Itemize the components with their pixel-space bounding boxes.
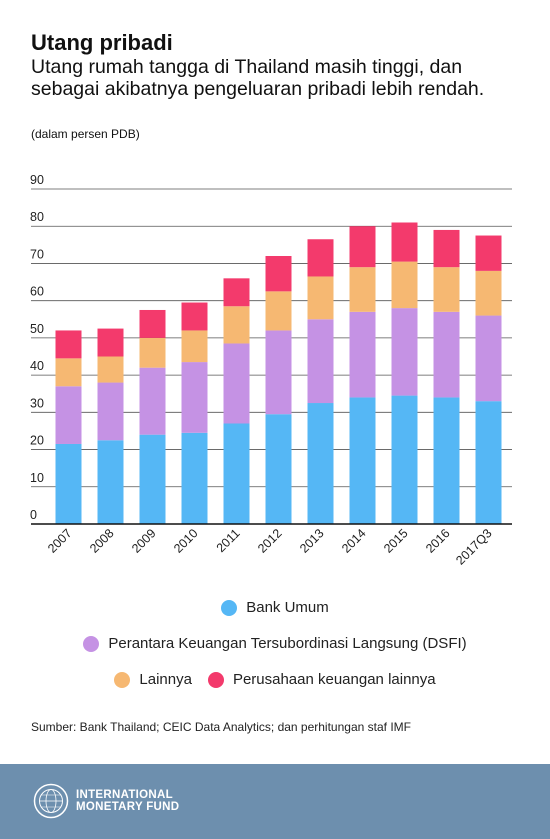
bar-segment-1 [55, 443, 82, 524]
x-tick-label: 2007 [45, 526, 75, 556]
bar-segment-2 [97, 382, 124, 441]
bar-segment-1 [265, 414, 292, 524]
legend-swatch-fin [207, 671, 224, 688]
x-tick-label: 2008 [87, 526, 117, 556]
bar-segment-2 [265, 330, 292, 415]
bar-segment-3 [139, 337, 166, 368]
legend-swatch-other [114, 671, 131, 688]
bar-segment-3 [265, 291, 292, 331]
stacked-bar-chart: 0 10 20 30 40 50 60 70 80 90 2007 2008 2009 2010 2011 2… [30, 173, 512, 568]
x-tick-label: 2014 [339, 526, 369, 556]
bar-segment-4 [97, 328, 124, 357]
bar-segment-4 [475, 235, 502, 271]
legend-item-bank: Bank Umum [221, 599, 329, 616]
chart-subtitle: Utang rumah tangga di Thailand masih tin… [31, 56, 485, 100]
y-tick-label: 50 [30, 322, 44, 336]
bar-segment-1 [391, 395, 418, 524]
bar-segment-4 [139, 309, 166, 338]
legend-row-2: Perantara Keuangan Tersubordinasi Langsu… [0, 635, 550, 652]
x-tick-label: 2015 [381, 526, 411, 556]
bar-segment-4 [433, 229, 460, 268]
imf-wordmark-line1: INTERNATIONAL [76, 789, 173, 801]
legend-row-1: Bank Umum [0, 599, 550, 616]
bar-segment-3 [223, 306, 250, 344]
bar-segment-1 [433, 397, 460, 524]
x-tick-label: 2010 [171, 526, 201, 556]
bar-segment-4 [391, 222, 418, 262]
x-tick-label: 2016 [423, 526, 453, 556]
bar-segment-2 [433, 311, 460, 398]
y-tick-label: 30 [30, 396, 44, 410]
bar-segment-2 [55, 386, 82, 444]
legend-swatch-dsfi [83, 635, 100, 652]
bar-segment-2 [349, 311, 376, 398]
bar-segment-3 [181, 330, 208, 363]
bar-segment-3 [97, 356, 124, 383]
bar-segment-2 [181, 362, 208, 433]
bar-segment-2 [475, 315, 502, 402]
legend-label-fin: Perusahaan keuangan lainnya [232, 671, 436, 688]
legend-swatch-bank [221, 599, 238, 616]
bar-segment-1 [349, 397, 376, 524]
imf-seal-icon [33, 783, 69, 819]
bar-segment-3 [475, 270, 502, 316]
bar-segment-1 [139, 434, 166, 524]
x-tick-label: 2013 [297, 526, 327, 556]
y-tick-label: 10 [30, 471, 44, 485]
chart-title: Utang pribadi [31, 30, 173, 55]
bar-segment-2 [307, 319, 334, 404]
bar-segment-1 [475, 401, 502, 524]
unit-label: (dalam persen PDB) [31, 127, 140, 141]
y-tick-label: 40 [30, 359, 44, 373]
bar-segment-3 [433, 267, 460, 312]
bar-segment-1 [97, 440, 124, 524]
x-tick-label: 2012 [255, 526, 285, 556]
imf-wordmark: INTERNATIONAL MONETARY FUND [76, 789, 179, 813]
y-tick-label: 90 [30, 173, 44, 187]
x-tick-label: 2011 [214, 526, 243, 555]
bar-segment-4 [55, 330, 82, 359]
legend-item-fin: Perusahaan keuangan lainnya [207, 671, 436, 688]
legend-item-other: Lainnya [114, 671, 192, 688]
bar-segment-4 [307, 239, 334, 277]
legend-row-3: Lainnya Perusahaan keuangan lainnya [0, 671, 550, 688]
bar-segment-3 [391, 261, 418, 309]
bar-segment-2 [391, 308, 418, 396]
x-tick-label: 2009 [129, 526, 159, 556]
legend-label-bank: Bank Umum [246, 599, 329, 616]
bar-segment-3 [55, 358, 82, 387]
bar-segment-4 [349, 226, 376, 268]
bar-segment-2 [139, 367, 166, 435]
bar-segment-1 [181, 432, 208, 524]
bar-segment-4 [181, 302, 208, 331]
footer-bar: INTERNATIONAL MONETARY FUND [0, 764, 550, 839]
legend-label-dsfi: Perantara Keuangan Tersubordinasi Langsu… [108, 635, 467, 652]
bar-segment-2 [223, 343, 250, 424]
bar-segment-3 [349, 267, 376, 312]
bar-segment-4 [223, 278, 250, 307]
bar-segment-1 [307, 403, 334, 524]
y-tick-label: 60 [30, 285, 44, 299]
y-tick-label: 80 [30, 210, 44, 224]
y-tick-label: 0 [30, 508, 37, 522]
legend-item-dsfi: Perantara Keuangan Tersubordinasi Langsu… [83, 635, 467, 652]
legend-label-other: Lainnya [139, 671, 192, 688]
source-note: Sumber: Bank Thailand; CEIC Data Analyti… [31, 720, 411, 734]
bar-segment-4 [265, 256, 292, 292]
y-tick-label: 20 [30, 434, 44, 448]
x-tick-label: 2017Q3 [453, 526, 494, 567]
imf-wordmark-line2: MONETARY FUND [76, 801, 180, 813]
y-tick-label: 70 [30, 247, 44, 261]
bar-segment-1 [223, 423, 250, 524]
bar-segment-3 [307, 276, 334, 320]
